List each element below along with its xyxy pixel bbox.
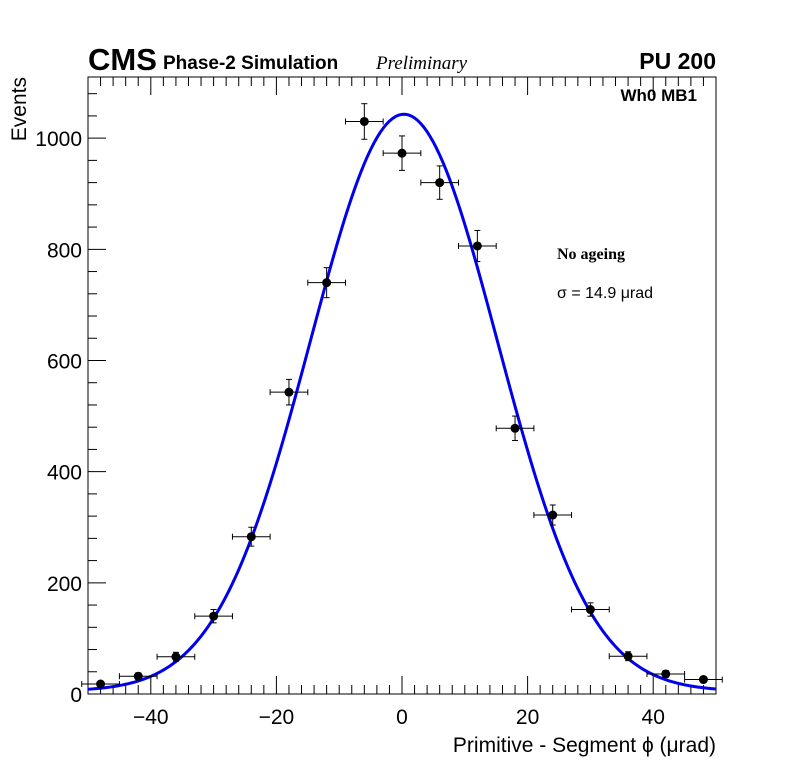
data-points <box>81 103 723 689</box>
data-marker <box>472 241 482 251</box>
region-label: Wh0 MB1 <box>621 86 698 105</box>
data-point <box>382 135 422 171</box>
data-point <box>194 609 233 624</box>
sigma-label: σ = 14.9 μrad <box>557 285 653 302</box>
y-axis-tick-labels: 0 200 400 600 800 1000 <box>35 128 82 707</box>
y-axis-label: Events <box>8 77 31 141</box>
data-marker <box>133 671 143 681</box>
data-point <box>269 378 309 406</box>
x-axis-tick-labels: −40 −20 0 20 40 <box>133 706 665 729</box>
y-axis-ticks <box>88 93 106 695</box>
y-tick-label: 200 <box>47 573 82 596</box>
data-marker <box>397 148 407 158</box>
data-point <box>646 669 686 679</box>
data-point <box>571 602 610 617</box>
data-marker <box>623 651 633 661</box>
data-point <box>608 651 648 662</box>
data-point <box>118 671 158 681</box>
data-marker <box>171 652 181 662</box>
subtitle-label: Phase-2 Simulation <box>163 53 338 74</box>
x-tick-label: 20 <box>516 706 539 729</box>
data-point <box>684 675 723 685</box>
data-point <box>533 504 573 526</box>
data-marker <box>510 423 520 433</box>
y-tick-label: 0 <box>70 684 82 707</box>
y-tick-label: 800 <box>47 239 82 262</box>
data-marker <box>698 675 708 685</box>
data-marker <box>661 669 671 679</box>
data-marker <box>548 510 558 520</box>
x-tick-label: 0 <box>396 706 408 729</box>
data-marker <box>209 611 219 621</box>
data-marker <box>284 387 294 397</box>
data-point <box>231 526 271 547</box>
y-tick-label: 400 <box>47 462 82 485</box>
data-point <box>156 651 196 662</box>
data-point <box>344 103 384 140</box>
data-marker <box>96 679 106 689</box>
gaussian-fit-curve <box>87 112 717 691</box>
status-label: Preliminary <box>375 53 468 74</box>
data-marker <box>585 605 595 615</box>
x-tick-label: −40 <box>133 706 169 729</box>
data-marker <box>246 532 256 542</box>
y-tick-label: 600 <box>47 350 82 373</box>
experiment-label: CMS <box>88 42 157 77</box>
data-point <box>307 267 346 299</box>
data-point <box>495 415 535 442</box>
x-tick-label: −20 <box>259 706 295 729</box>
y-tick-label: 1000 <box>35 128 82 151</box>
data-point <box>81 679 120 689</box>
x-axis-label: Primitive - Segment ϕ (μrad) <box>453 734 716 757</box>
data-marker <box>359 116 369 126</box>
data-marker <box>322 278 332 288</box>
data-point <box>458 229 497 263</box>
condition-label: No ageing <box>557 246 625 263</box>
x-tick-label: 40 <box>642 706 665 729</box>
data-marker <box>435 178 445 188</box>
pileup-label: PU 200 <box>639 48 716 74</box>
data-point <box>420 165 460 200</box>
